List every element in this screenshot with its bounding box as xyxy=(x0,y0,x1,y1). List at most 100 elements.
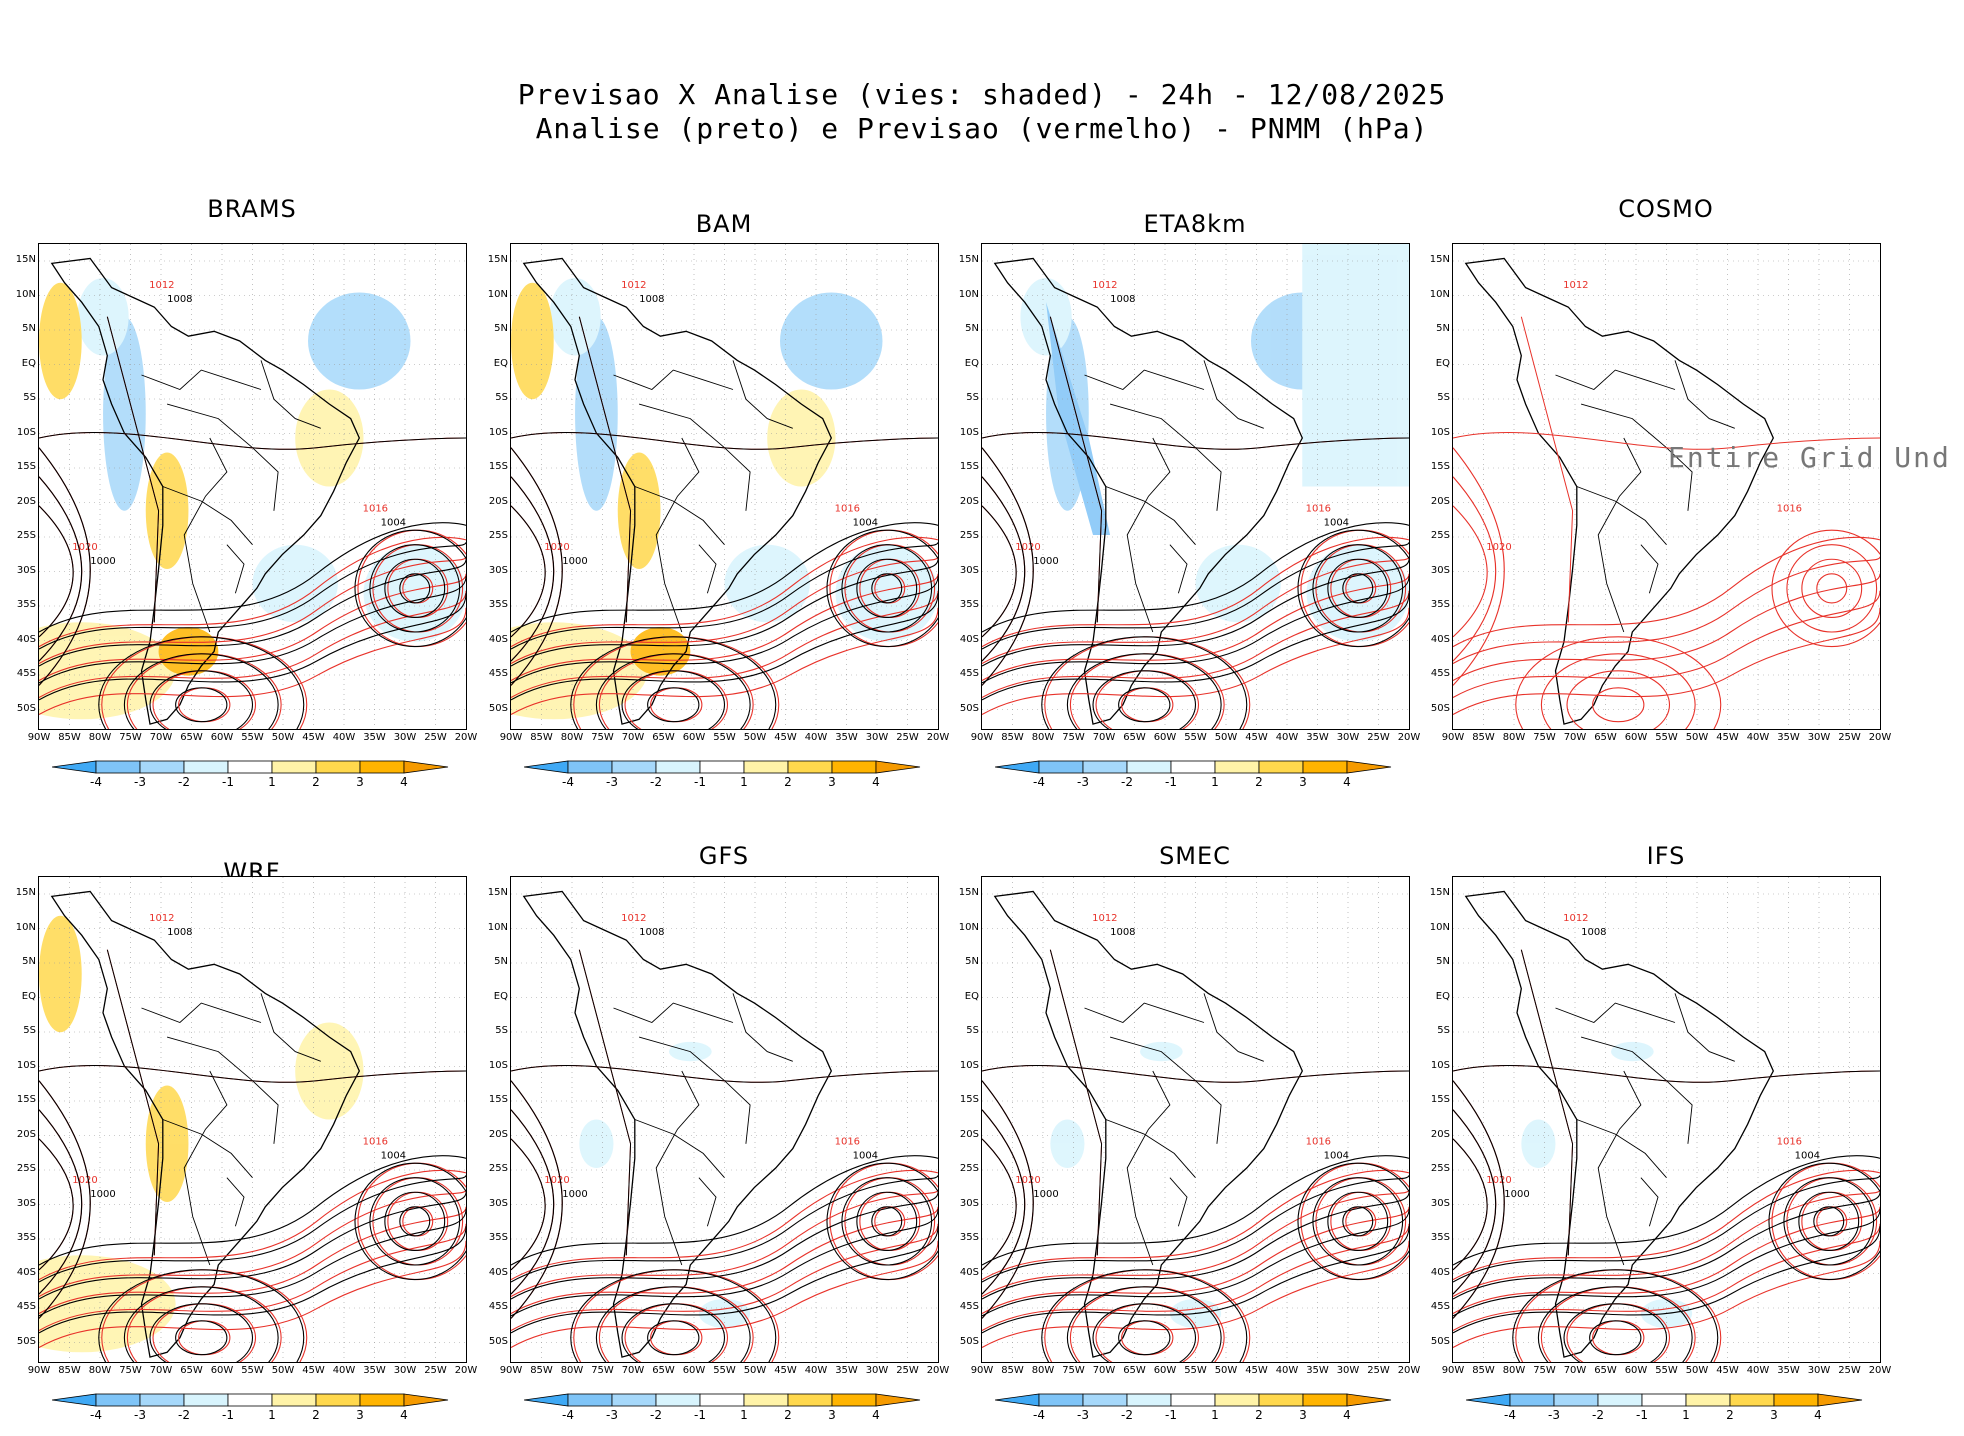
coastline xyxy=(993,257,1304,725)
country-border xyxy=(698,1177,717,1227)
isobar-label: 1020 xyxy=(544,542,569,553)
lon-label: 65W xyxy=(652,732,675,743)
colorbar-label: 3 xyxy=(356,775,364,789)
lon-label: 30W xyxy=(1807,1365,1831,1376)
country-border xyxy=(1555,1002,1676,1024)
colorbar-label: 3 xyxy=(1299,1408,1307,1422)
country-border xyxy=(1126,1070,1171,1266)
lon-label: 80W xyxy=(560,1365,584,1376)
lon-label: 45W xyxy=(302,732,325,743)
lat-label: EQ xyxy=(964,990,979,1002)
colorbar-label: 3 xyxy=(1299,775,1307,789)
lat-label: 10N xyxy=(958,288,979,300)
lon-label: 35W xyxy=(1777,1365,1800,1376)
map-ifs: 1012 1016 1020 1008 1004 1000 xyxy=(1452,876,1881,1363)
isobar-label: 1016 xyxy=(363,503,388,514)
colorbar-label: 4 xyxy=(872,1408,880,1422)
lon-label: 75W xyxy=(591,732,614,743)
map-canvas: 1012 1016 1020 1008 1004 1000 xyxy=(511,244,938,729)
lat-label: 20S xyxy=(16,1128,36,1140)
lon-label: 40W xyxy=(804,1365,828,1376)
figure-title-line1: Previsao X Analise (vies: shaded) - 24h … xyxy=(517,78,1447,111)
lon-label: 85W xyxy=(530,1365,553,1376)
lon-label: 25W xyxy=(896,732,919,743)
colorbar xyxy=(52,760,449,774)
colorbar-label: 3 xyxy=(356,1408,364,1422)
lat-label: 5S xyxy=(495,1025,508,1036)
lon-label: 90W xyxy=(499,732,523,743)
lat-label: 45S xyxy=(16,1301,36,1312)
isobar-label: 1008 xyxy=(1110,294,1135,305)
lon-label: 55W xyxy=(1184,1365,1207,1376)
lon-label: 35W xyxy=(363,732,386,743)
map-canvas: 1012 1016 1020 1008 1004 1000 xyxy=(982,244,1409,729)
lon-label: 75W xyxy=(1533,1365,1556,1376)
country-border xyxy=(634,1119,725,1178)
country-border xyxy=(183,437,228,633)
lat-label: 10N xyxy=(15,288,36,300)
lon-label: 50W xyxy=(743,732,767,743)
coastline xyxy=(993,890,1304,1358)
lat-label: 25S xyxy=(1430,1163,1450,1174)
lat-label: 15S xyxy=(959,461,979,472)
colorbar-label: -2 xyxy=(1121,775,1133,789)
lat-label: 25S xyxy=(1430,530,1450,541)
isobar-label: 1008 xyxy=(1581,927,1606,938)
country-border xyxy=(1576,486,1667,545)
lon-label: 70W xyxy=(621,1365,645,1376)
isobar-label: 1012 xyxy=(1092,280,1117,291)
lon-label: 70W xyxy=(1092,732,1116,743)
lon-label: 80W xyxy=(1502,1365,1526,1376)
lon-label: 20W xyxy=(454,732,478,743)
lon-label: 35W xyxy=(1306,1365,1329,1376)
lat-label: 50S xyxy=(959,702,979,714)
lat-label: 45S xyxy=(488,668,508,679)
colorbar-label: -2 xyxy=(650,775,662,789)
lon-label: 50W xyxy=(1214,1365,1238,1376)
lon-label: 60W xyxy=(682,1365,706,1376)
lat-label: 20S xyxy=(16,495,36,507)
country-border xyxy=(1105,1119,1196,1178)
colorbar-label: -3 xyxy=(606,1408,618,1422)
colorbar-label: 4 xyxy=(400,775,408,789)
isobar-label: 1004 xyxy=(1324,1150,1349,1161)
lon-label: 65W xyxy=(1123,1365,1146,1376)
figure-title-line2: Analise (preto) e Previsao (vermelho) - … xyxy=(535,112,1429,145)
coastline xyxy=(50,257,361,725)
colorbar-label: -3 xyxy=(134,1408,146,1422)
lon-label: 90W xyxy=(27,1365,51,1376)
lon-label: 80W xyxy=(88,732,112,743)
country-border xyxy=(1640,1177,1659,1227)
colorbar-label: 3 xyxy=(828,1408,836,1422)
lon-label: 45W xyxy=(774,732,797,743)
lat-label: 40S xyxy=(1430,1266,1450,1278)
colorbar xyxy=(995,1393,1392,1407)
lat-label: EQ xyxy=(1435,990,1450,1002)
lat-label: 45S xyxy=(959,668,979,679)
country-border xyxy=(162,486,253,545)
colorbar-label: 1 xyxy=(268,775,276,789)
coastline xyxy=(1464,890,1775,1358)
lat-label: 15S xyxy=(1430,1094,1450,1105)
lat-label: 50S xyxy=(1430,702,1450,714)
lat-label: 25S xyxy=(16,530,36,541)
isobar-label: 1000 xyxy=(90,556,115,567)
lon-label: 40W xyxy=(1746,1365,1770,1376)
country-border xyxy=(1674,360,1735,429)
lat-label: 10N xyxy=(487,921,508,933)
lat-label: EQ xyxy=(493,990,508,1002)
colorbar-label: 4 xyxy=(1343,1408,1351,1422)
colorbar-label: -1 xyxy=(694,775,706,789)
lon-label: 25W xyxy=(1838,1365,1861,1376)
lon-label: 80W xyxy=(1031,732,1055,743)
lon-label: 75W xyxy=(1533,732,1556,743)
isobar-label: 1016 xyxy=(835,1136,860,1147)
lon-label: 80W xyxy=(560,732,584,743)
colorbar-label: -4 xyxy=(90,775,102,789)
country-border xyxy=(1674,993,1735,1062)
lat-label: 30S xyxy=(1430,564,1450,576)
colorbar xyxy=(52,1393,449,1407)
country-border xyxy=(1169,544,1188,594)
country-border xyxy=(141,369,262,391)
lat-label: 5S xyxy=(495,392,508,403)
